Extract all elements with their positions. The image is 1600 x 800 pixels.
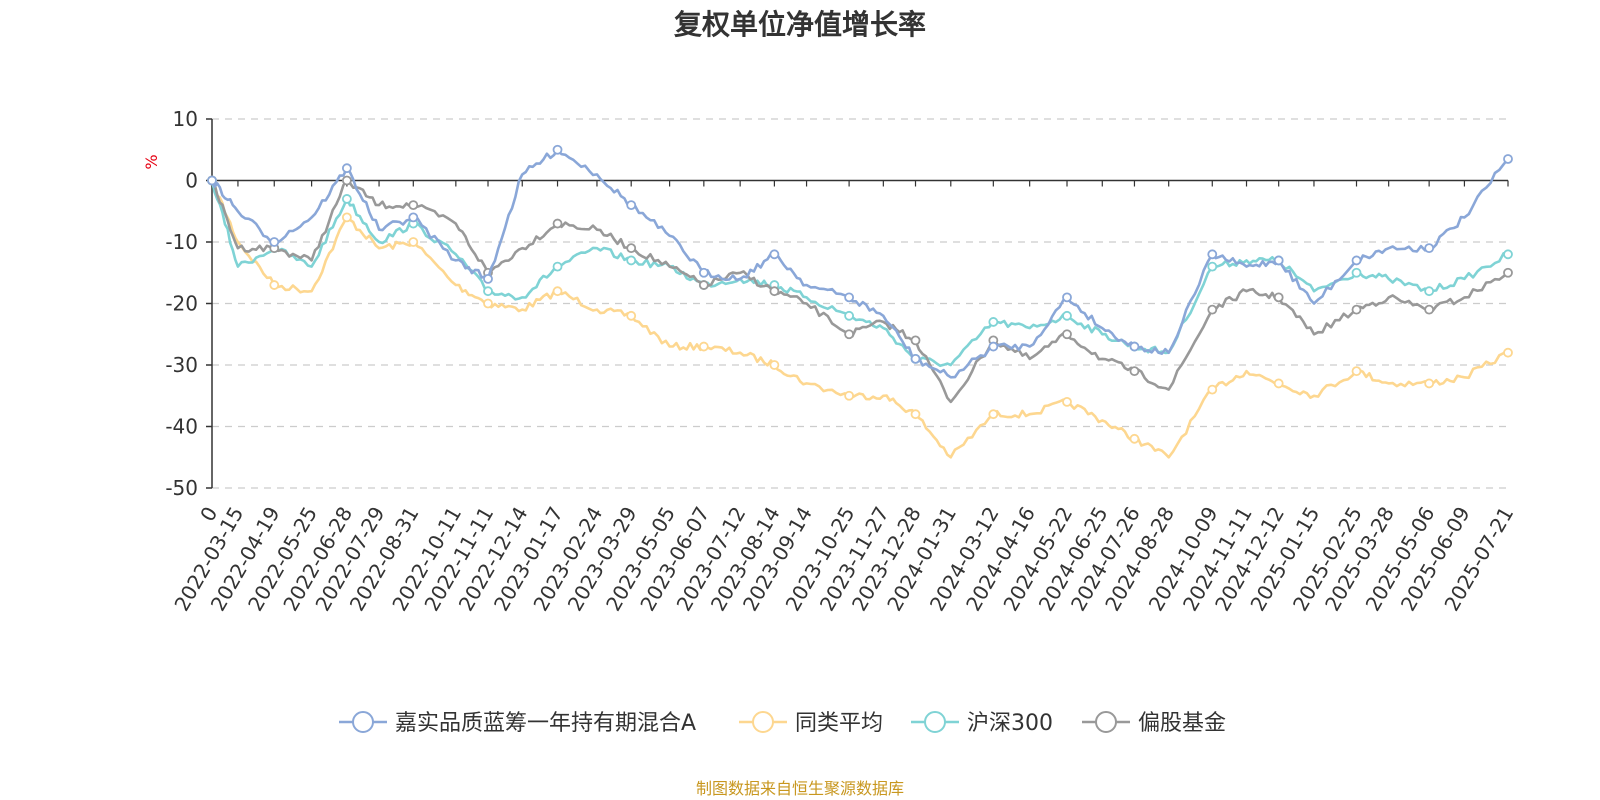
series-point [626, 243, 637, 254]
legend-label: 同类平均 [795, 711, 883, 736]
series-point [483, 298, 493, 309]
series-point [341, 212, 352, 223]
gridlines [212, 118, 1508, 489]
legend-label: 沪深300 [967, 711, 1053, 736]
series-point [626, 255, 637, 266]
series-point [844, 329, 855, 340]
series-line [210, 180, 1509, 368]
legend-label: 偏股基金 [1138, 711, 1226, 736]
series-lines [207, 144, 1513, 459]
y-tick-label: -50 [165, 476, 198, 500]
legend-label: 嘉实品质蓝筹一年持有期混合A [395, 711, 696, 736]
series-point [844, 390, 855, 401]
y-tick-label: -10 [165, 230, 198, 254]
series-point [1424, 304, 1435, 315]
series-point [1207, 304, 1218, 315]
legend[interactable]: 嘉实品质蓝筹一年持有期混合A 同类平均 沪深300 偏股基金 [339, 711, 1226, 736]
series-point [626, 310, 637, 321]
y-tick-label: -40 [165, 415, 198, 439]
series-point [1351, 255, 1362, 266]
series-point [910, 409, 921, 420]
data-source-note: 制图数据来自恒生聚源数据库 [696, 779, 904, 798]
legend-item[interactable]: 偏股基金 [1082, 711, 1226, 736]
legend-item[interactable]: 嘉实品质蓝筹一年持有期混合A [339, 711, 696, 736]
series-point [769, 249, 780, 260]
series-point [1503, 267, 1513, 278]
series-point [1062, 396, 1072, 407]
series-point [1503, 154, 1513, 164]
series-point [910, 353, 921, 364]
series-point [698, 280, 709, 290]
series-point [341, 175, 352, 186]
series-point [1273, 292, 1284, 303]
series-point [408, 212, 419, 223]
y-axis-unit: % [142, 154, 161, 169]
series-point [408, 237, 419, 247]
series-point [1273, 378, 1284, 389]
series-point [1062, 310, 1072, 321]
series-point [1273, 255, 1284, 266]
y-tick-label: -20 [165, 292, 198, 316]
series-point [1424, 286, 1435, 297]
legend-marker [352, 711, 374, 733]
series-point [552, 218, 563, 229]
series-point [1207, 261, 1218, 272]
series-point [483, 286, 493, 297]
series-point [269, 237, 280, 247]
y-tick-label: 10 [173, 107, 198, 131]
series-point [1129, 341, 1140, 352]
series-point [844, 310, 855, 321]
series-point [341, 194, 352, 204]
series-point [844, 292, 855, 303]
series-point [1062, 329, 1072, 340]
legend-marker [752, 711, 774, 733]
series-point [698, 341, 709, 352]
series-point [269, 280, 280, 290]
series-point [552, 144, 563, 155]
series-point [1503, 249, 1513, 260]
series-point [1129, 366, 1140, 377]
series-point [988, 341, 999, 352]
series-point [698, 267, 709, 278]
series-point [341, 163, 352, 174]
series-point [552, 261, 563, 272]
series-point [1424, 243, 1435, 254]
legend-marker [924, 711, 946, 733]
y-tick-label: -30 [165, 353, 198, 377]
legend-item[interactable]: 沪深300 [911, 711, 1053, 736]
series-point [988, 409, 999, 420]
series-point [1129, 433, 1140, 444]
y-tick-labels: 10 0 -10 -20 -30 -40 -50 [165, 107, 198, 500]
series-point [1503, 347, 1513, 358]
series-point [769, 286, 780, 297]
series-point [910, 335, 921, 346]
series-point [207, 175, 217, 186]
legend-item[interactable]: 同类平均 [739, 711, 883, 736]
series-point [1351, 366, 1362, 377]
series-point [1062, 292, 1072, 303]
legend-marker [1095, 711, 1117, 733]
x-tick-labels: 02022-03-152022-04-192022-05-252022-06-2… [169, 503, 1518, 616]
series-point [1351, 267, 1362, 278]
series-point [626, 200, 637, 211]
series-point [769, 360, 780, 370]
chart-title: 复权单位净值增长率 [674, 8, 926, 41]
series-point [408, 200, 419, 211]
series-point [483, 273, 493, 284]
series-point [1207, 249, 1218, 260]
y-tick-label: 0 [185, 169, 198, 193]
series-point [1351, 304, 1362, 315]
series-point [1207, 384, 1218, 395]
series-point [988, 317, 999, 327]
series-point [1424, 378, 1435, 389]
series-point [552, 286, 563, 297]
